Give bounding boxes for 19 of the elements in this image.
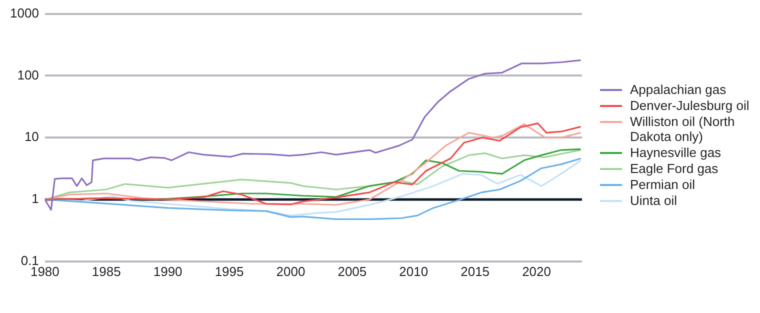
legend-label: Eagle Ford gas: [630, 161, 718, 176]
legend-label: Williston oil (North Dakota only): [630, 114, 736, 144]
y-tick-label: 1000: [10, 5, 39, 20]
legend-label: Appalachian gas: [630, 82, 726, 97]
legend-label: Permian oil: [630, 177, 696, 192]
x-tick-label: 1985: [92, 264, 121, 279]
y-tick-label: 1: [32, 191, 39, 206]
x-tick-label: 2005: [338, 264, 367, 279]
x-tick-label: 1990: [153, 264, 182, 279]
x-tick-label: 2020: [522, 264, 551, 279]
x-tick-label: 1995: [214, 264, 244, 279]
legend-label: Haynesville gas: [630, 145, 722, 160]
x-tick-label: 2010: [399, 264, 428, 279]
legend-label: Uinta oil: [630, 193, 677, 208]
legend-label: Denver-Julesburg oil: [630, 98, 750, 113]
x-tick-label: 2015: [460, 264, 490, 279]
y-tick-label: 100: [17, 67, 39, 82]
y-tick-label: 10: [24, 129, 39, 144]
x-tick-label: 2000: [276, 264, 306, 279]
